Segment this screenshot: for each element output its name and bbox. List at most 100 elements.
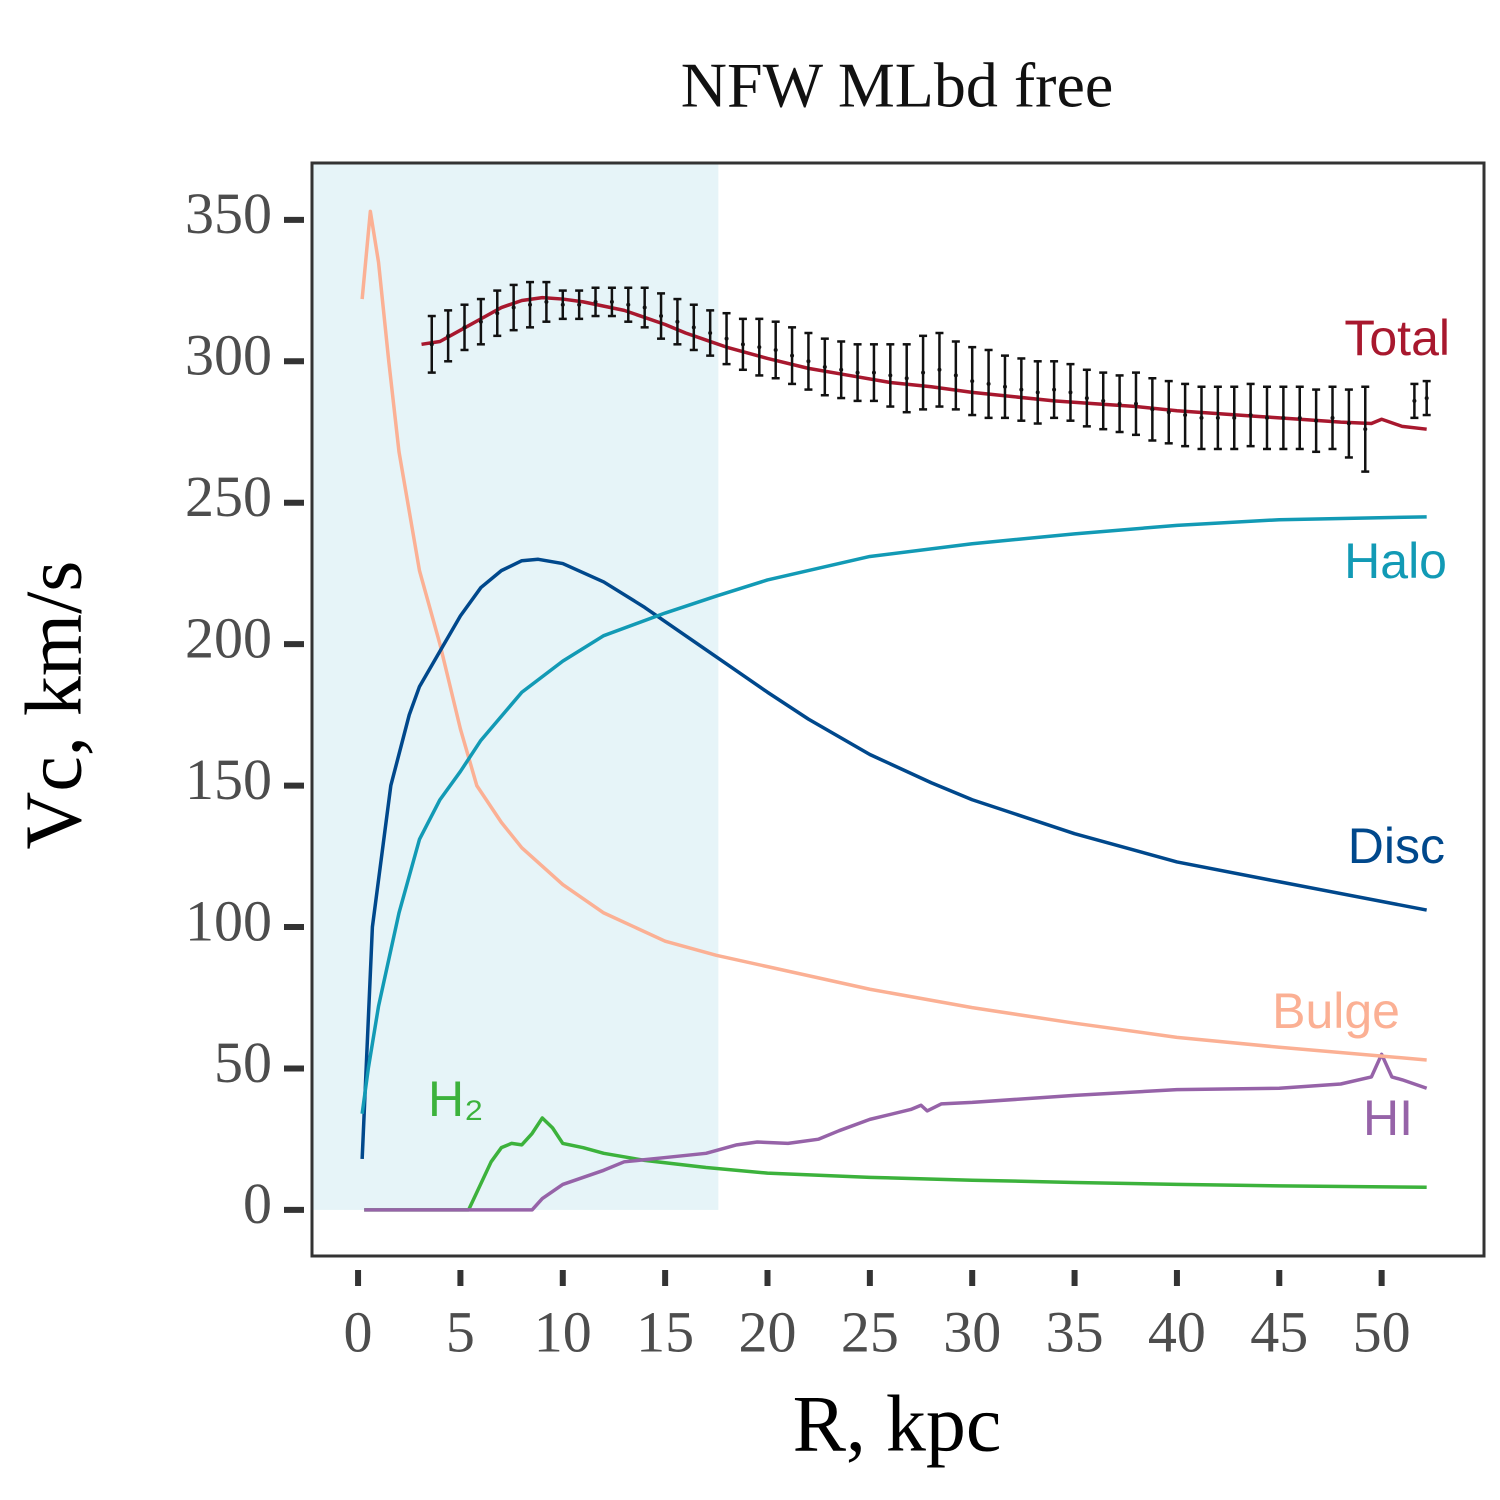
y-tick-label: 150 <box>185 747 272 812</box>
error-bar-part <box>1183 413 1188 418</box>
error-bar <box>1410 382 1419 420</box>
series-label: Bulge <box>1272 983 1400 1039</box>
error-bar-part <box>937 367 942 372</box>
error-bar <box>984 348 993 420</box>
chart-title: NFW MLbd free <box>681 50 1114 121</box>
error-bar <box>886 343 895 408</box>
error-bar-part <box>953 373 958 378</box>
error-bar <box>1361 385 1370 473</box>
series-label: HI <box>1363 1090 1413 1146</box>
error-bar <box>919 334 928 411</box>
error-bar-part <box>1117 401 1122 406</box>
error-bar <box>526 280 535 329</box>
error-bar <box>1164 379 1173 445</box>
error-bar-part <box>1248 413 1253 418</box>
error-bar <box>624 286 633 323</box>
error-bar <box>1017 357 1026 422</box>
error-bar <box>444 309 453 363</box>
series-line <box>360 515 1427 1114</box>
error-bar-part <box>1150 407 1155 412</box>
error-bar <box>1197 385 1206 451</box>
error-bar-part <box>1363 427 1368 432</box>
error-bar <box>476 297 485 346</box>
shaded-region <box>312 163 719 1210</box>
x-tick-label: 40 <box>1148 1299 1206 1364</box>
error-bar-part <box>446 333 451 338</box>
error-bar <box>788 326 797 386</box>
error-bar <box>509 283 518 332</box>
error-bar-part <box>626 302 631 307</box>
error-bar <box>869 343 878 403</box>
error-bar <box>1066 362 1075 422</box>
error-bar-part <box>1035 390 1040 395</box>
series-line <box>364 1052 1428 1212</box>
error-bar-part <box>1265 415 1270 420</box>
error-bar <box>575 289 584 321</box>
series-line <box>360 557 1428 1160</box>
y-tick-label: 300 <box>185 323 272 388</box>
error-bar <box>1344 388 1353 459</box>
error-bar-part <box>724 336 729 341</box>
error-bar-part <box>1232 415 1237 420</box>
error-bar-part <box>970 379 975 384</box>
error-bar-part <box>1314 418 1319 423</box>
error-bar <box>968 345 977 417</box>
series-label: Disc <box>1348 818 1445 874</box>
error-bar <box>771 320 780 380</box>
error-bar <box>460 303 469 352</box>
error-bar-part <box>1019 387 1024 392</box>
error-bar-part <box>921 370 926 375</box>
error-bar <box>722 311 731 366</box>
error-bar-part <box>1412 398 1417 403</box>
error-bar-part <box>1068 390 1073 395</box>
error-bar <box>1213 385 1222 451</box>
error-bar-part <box>593 299 598 304</box>
error-bar <box>1181 382 1190 448</box>
error-bar <box>427 314 436 374</box>
error-bar <box>1312 388 1321 454</box>
error-bar-part <box>544 299 549 304</box>
error-bar <box>657 292 666 340</box>
x-tick-label: 45 <box>1250 1299 1308 1364</box>
error-bar-part <box>1199 415 1204 420</box>
error-bar-part <box>1297 415 1302 420</box>
error-bar-part <box>1052 387 1057 392</box>
error-bar-part <box>642 305 647 310</box>
y-tick-label: 50 <box>214 1030 272 1095</box>
error-bar-part <box>1133 401 1138 406</box>
y-tick-label: 200 <box>185 605 272 670</box>
error-bar-part <box>1215 415 1220 420</box>
x-tick-label: 50 <box>1353 1299 1411 1364</box>
error-bar-part <box>429 342 434 347</box>
x-tick-label: 20 <box>738 1299 796 1364</box>
error-bar-part <box>462 325 467 330</box>
error-bar <box>902 343 911 414</box>
error-bar <box>755 317 764 377</box>
error-bar <box>607 286 616 318</box>
x-axis-label: R, kpc <box>793 1380 1002 1468</box>
error-bar-part <box>790 353 795 358</box>
y-tick-label: 100 <box>185 888 272 953</box>
x-tick-label: 10 <box>534 1299 592 1364</box>
error-bar-part <box>1281 415 1286 420</box>
error-bar-part <box>495 311 500 316</box>
error-bar-part <box>773 347 778 352</box>
error-bar-part <box>708 331 713 336</box>
error-bar <box>1033 360 1042 425</box>
error-bar <box>673 297 682 346</box>
error-bar <box>820 337 829 397</box>
x-tick-label: 15 <box>636 1299 694 1364</box>
error-bar <box>738 317 747 372</box>
x-tick-label: 30 <box>943 1299 1001 1364</box>
series-label: Halo <box>1344 533 1447 589</box>
error-bar-part <box>478 319 483 324</box>
series-line <box>360 209 1427 1062</box>
error-bar-part <box>1002 384 1007 389</box>
error-bar-part <box>1346 421 1351 426</box>
x-tick-label: 25 <box>841 1299 899 1364</box>
error-bar <box>1082 368 1091 428</box>
y-tick-label: 250 <box>185 464 272 529</box>
x-tick-label: 5 <box>446 1299 475 1364</box>
